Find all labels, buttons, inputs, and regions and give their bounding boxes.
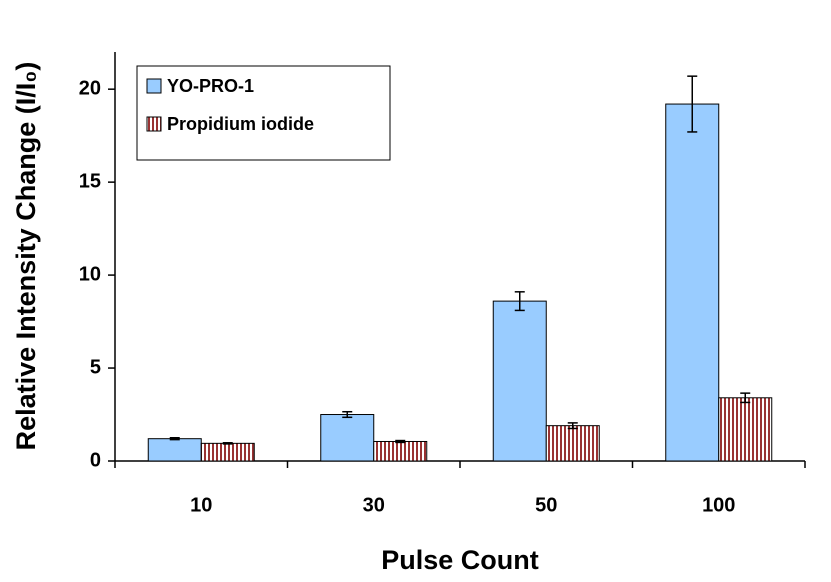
y-tick-label: 10	[79, 263, 101, 285]
bar	[665, 103, 720, 462]
legend-swatch	[146, 78, 162, 94]
x-tick-label: 30	[363, 494, 385, 516]
y-tick-label: 5	[90, 356, 101, 378]
legend-box	[136, 65, 391, 161]
error-bar	[514, 291, 525, 312]
bar	[492, 300, 547, 462]
bar	[545, 425, 600, 462]
x-tick-label: 100	[702, 494, 735, 516]
bar	[373, 440, 428, 462]
y-tick-label: 0	[90, 449, 101, 471]
y-tick-label: 20	[79, 77, 101, 99]
legend-text: YO-PRO-1	[167, 76, 254, 96]
x-axis-title: Pulse Count	[381, 545, 539, 575]
error-bar	[342, 410, 353, 419]
error-bar	[169, 437, 180, 441]
legend-swatch	[146, 116, 162, 132]
bar	[320, 414, 375, 462]
y-tick-label: 15	[79, 170, 101, 192]
error-bar	[740, 392, 751, 404]
x-tick-label: 50	[535, 494, 557, 516]
bar	[718, 397, 773, 462]
x-tick-label: 10	[190, 494, 212, 516]
bar	[200, 442, 255, 462]
y-axis-title: Relative Intensity Change (I/I₀)	[11, 62, 41, 451]
error-bar	[395, 439, 406, 444]
bar	[147, 438, 202, 462]
error-bar	[687, 75, 698, 133]
error-bar	[567, 422, 578, 430]
legend-text: Propidium iodide	[167, 114, 314, 134]
error-bar	[222, 442, 233, 445]
